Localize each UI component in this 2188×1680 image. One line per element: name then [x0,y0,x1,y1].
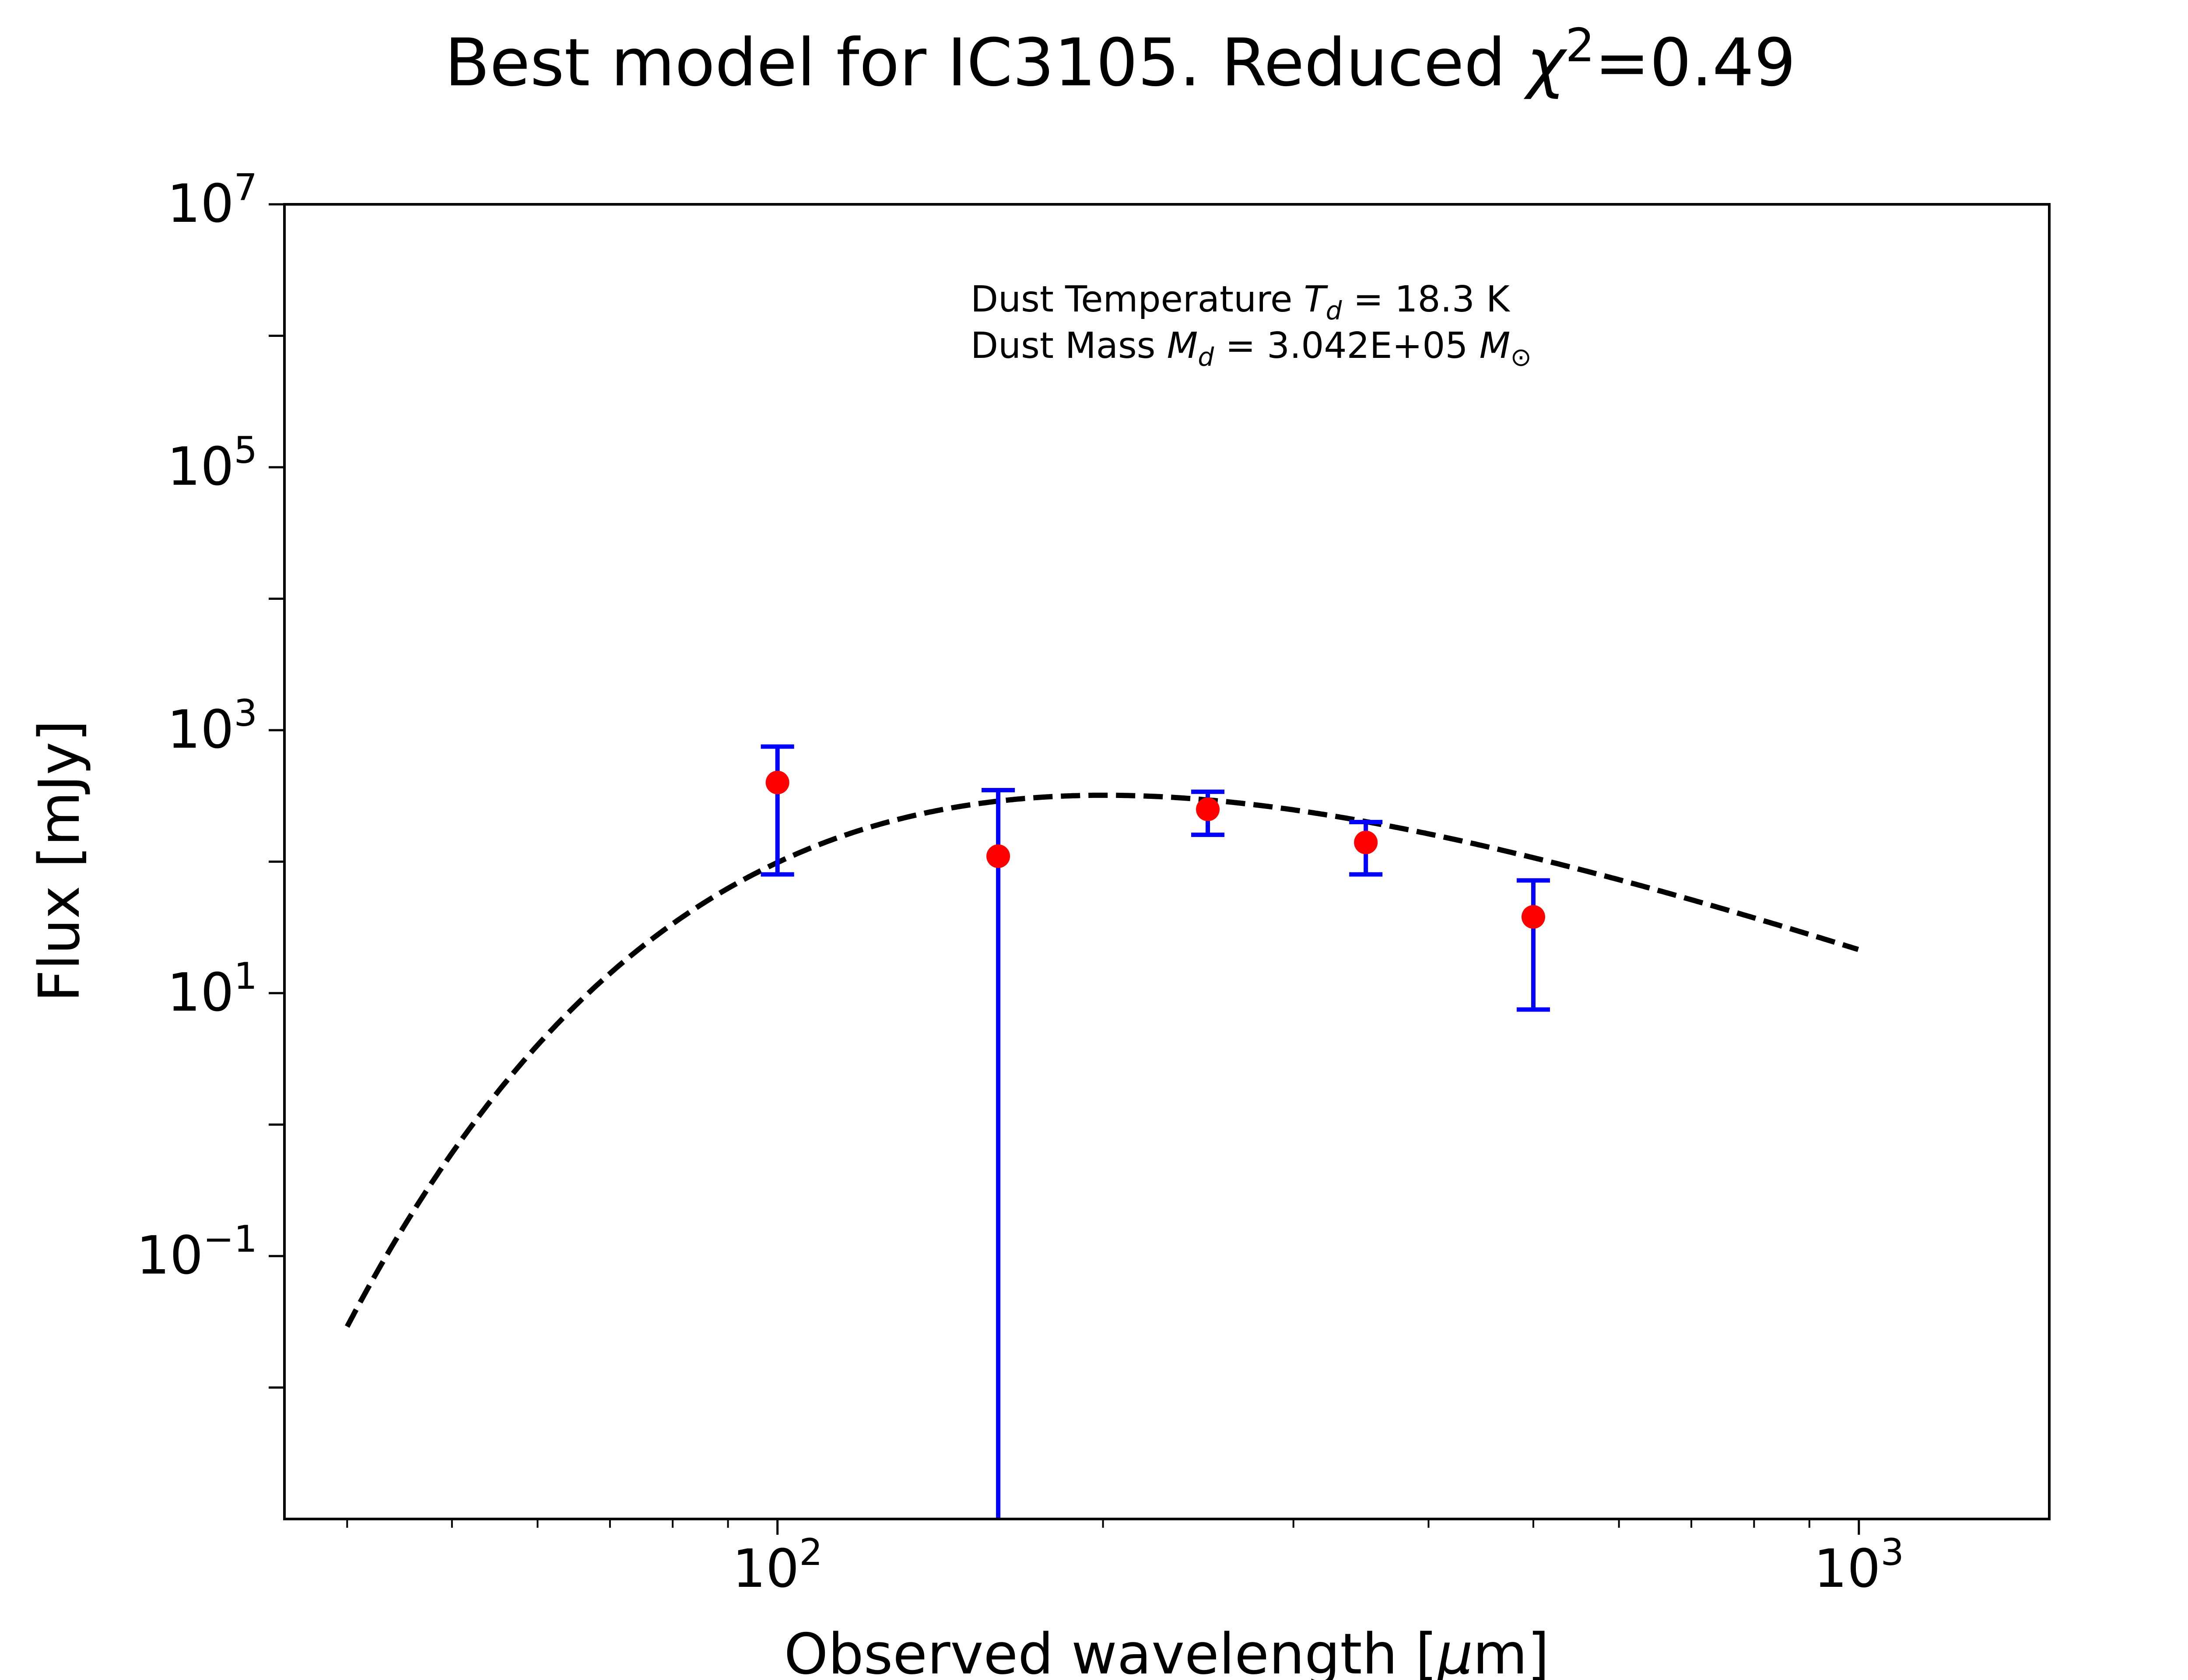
annotation-mass: Dust Mass Md = 3.042E+05 M⊙ [971,325,1532,372]
y-axis-ticks: 10−1 101 103 105 107 [136,166,284,1389]
x-axis-label: Observed wavelength [μm] [784,1622,1550,1680]
model-curve-layer [345,792,1859,1328]
chart-title: Best model for IC3105. Reduced χ2=0.49 [445,19,1796,101]
y-tick-label-3: 103 [167,692,257,760]
data-point-3 [1196,797,1220,821]
x-axis-ticks: 102 103 [346,1519,1904,1600]
x-tick-label-2: 103 [1814,1531,1904,1600]
y-tick-label-5: 107 [167,166,257,234]
data-point-1 [765,770,789,794]
errorbars-layer [761,744,1550,1519]
model-curve [345,792,1859,1328]
y-tick-label-4: 105 [167,429,257,497]
data-point-4 [1354,830,1378,854]
y-axis-label: Flux [mJy] [27,720,92,1002]
data-points-layer [765,770,1545,929]
data-point-5 [1521,905,1545,929]
y-tick-label-1: 10−1 [136,1218,257,1286]
annotation-temperature: Dust Temperature Td = 18.3 K [971,279,1511,326]
x-tick-label-1: 102 [733,1531,823,1600]
y-tick-label-2: 101 [167,955,257,1023]
data-point-2 [986,844,1010,868]
plot-area [345,744,1859,1519]
